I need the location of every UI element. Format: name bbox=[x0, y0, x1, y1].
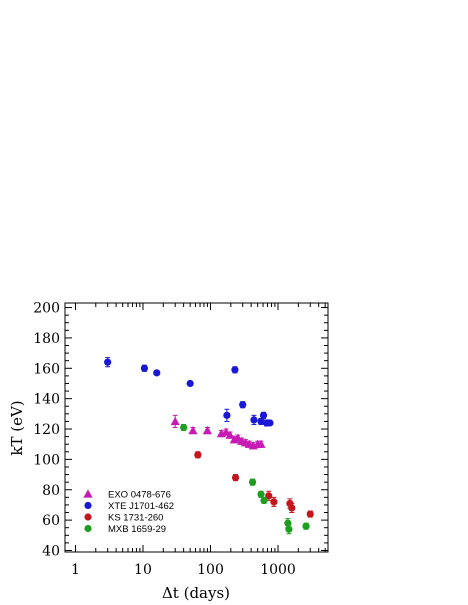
y-tick-label: 160 bbox=[33, 361, 60, 377]
x-axis-title: Δt (days) bbox=[162, 584, 230, 602]
data-point bbox=[170, 416, 180, 426]
series-group bbox=[104, 357, 274, 427]
y-tick-label: 80 bbox=[42, 483, 60, 499]
data-point bbox=[257, 417, 265, 426]
data-point bbox=[306, 510, 314, 518]
data-point bbox=[239, 401, 247, 409]
legend-marker bbox=[84, 501, 92, 510]
data-point bbox=[231, 366, 239, 374]
data-point bbox=[288, 504, 296, 512]
data-point bbox=[194, 451, 202, 459]
data-point bbox=[260, 496, 268, 504]
x-axis: 1 10 100 1000 bbox=[71, 303, 326, 578]
plot-frame bbox=[64, 302, 329, 553]
data-point bbox=[180, 423, 188, 432]
legend-label: EXO 0478-676 bbox=[108, 490, 171, 501]
y-tick-label: 180 bbox=[33, 331, 60, 347]
y-tick-label: 200 bbox=[33, 301, 60, 317]
series-group bbox=[170, 414, 266, 450]
data-point bbox=[285, 525, 293, 533]
data-point bbox=[248, 478, 257, 486]
y-tick-label: 60 bbox=[42, 513, 60, 529]
y-tick-label: 100 bbox=[33, 452, 60, 468]
y-axis-title: kT (eV) bbox=[8, 400, 26, 455]
data-point bbox=[256, 439, 266, 448]
data-point bbox=[186, 379, 194, 388]
data-point bbox=[270, 498, 278, 506]
y-tick-label: 120 bbox=[33, 422, 60, 438]
data-points bbox=[104, 357, 314, 535]
data-point bbox=[188, 425, 198, 435]
data-point bbox=[202, 425, 213, 435]
legend-label: KS 1731-260 bbox=[108, 513, 163, 524]
series-group bbox=[180, 423, 310, 535]
data-point bbox=[153, 369, 161, 377]
y-tick-label: 40 bbox=[42, 543, 60, 559]
x-tick-label: 10 bbox=[134, 562, 152, 578]
data-point bbox=[104, 358, 112, 366]
x-tick-label: 1000 bbox=[260, 562, 296, 578]
data-point bbox=[223, 411, 231, 419]
legend-marker bbox=[83, 489, 93, 498]
x-tick-label: 100 bbox=[197, 562, 224, 578]
y-axis: 40 60 80 100 120 140 160 180 200 bbox=[33, 301, 328, 559]
data-point bbox=[257, 490, 265, 498]
legend-marker bbox=[84, 524, 92, 533]
data-point bbox=[140, 364, 149, 372]
data-point bbox=[259, 411, 268, 419]
legend-label: MXB 1659-29 bbox=[108, 524, 166, 535]
legend-marker bbox=[84, 513, 92, 521]
y-tick-label: 140 bbox=[33, 392, 60, 408]
data-point bbox=[265, 492, 273, 500]
data-point bbox=[284, 519, 292, 527]
data-point bbox=[302, 522, 310, 530]
data-point bbox=[266, 419, 274, 427]
data-point bbox=[250, 416, 258, 424]
legend-label: XTE J1701-462 bbox=[108, 501, 174, 512]
series-group bbox=[194, 451, 314, 518]
data-point bbox=[231, 474, 240, 482]
x-tick-label: 1 bbox=[71, 562, 80, 578]
